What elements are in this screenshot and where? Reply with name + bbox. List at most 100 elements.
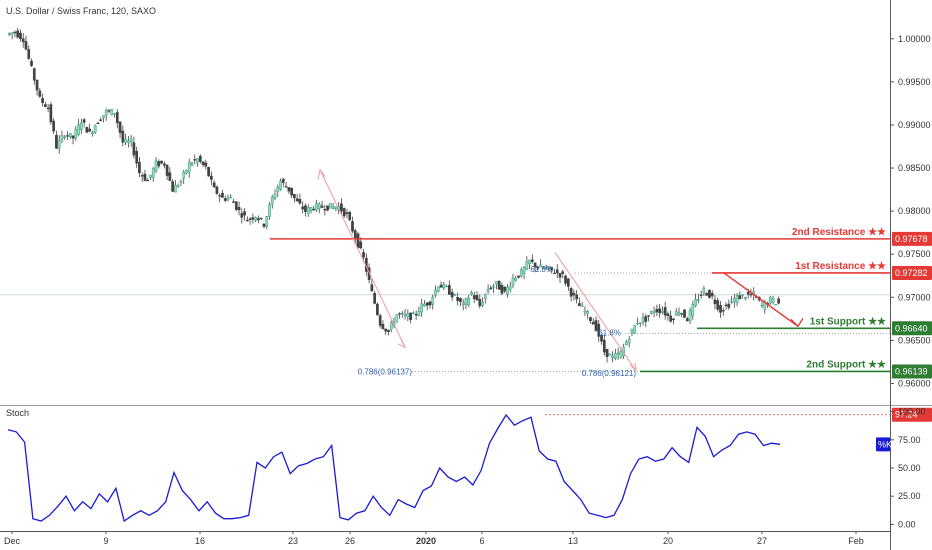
candle-body (716, 300, 720, 310)
candle-body (553, 272, 556, 275)
candle-body (232, 201, 235, 203)
candle-body (8, 32, 11, 35)
candle-body (66, 135, 69, 137)
candle-body (569, 288, 573, 297)
candle-body (566, 278, 570, 287)
candle-body (400, 312, 404, 315)
candle-body (265, 216, 269, 227)
levels-layer: 2nd Resistance ★★ 0.97678 1st Resistance ★… (270, 227, 932, 379)
candle-body (281, 178, 285, 183)
candle-body (182, 171, 186, 179)
candle-body (157, 161, 161, 167)
candle-body (431, 296, 435, 305)
candle-body (323, 209, 327, 211)
candle-body (674, 311, 678, 316)
time-tick-label: 9 (103, 536, 108, 546)
candle-body (185, 169, 188, 174)
candle-body (578, 303, 581, 307)
fib-level-label: 0.786(0.96121) (582, 369, 637, 378)
candle-body (60, 135, 64, 140)
candle-body (555, 269, 559, 274)
candle-body (32, 68, 36, 81)
candle-body (663, 307, 667, 316)
fib-trend-line-2 (554, 252, 637, 371)
price-tick-label: 0.96500 (898, 335, 931, 345)
candle-body (340, 203, 343, 212)
candle-body (727, 303, 731, 308)
candle-body (88, 128, 91, 132)
candle-body (38, 90, 42, 97)
candle-body (395, 314, 399, 323)
candle-body (52, 120, 56, 132)
candle-body (262, 223, 266, 227)
candle-body (461, 302, 465, 305)
level-price-label: 0.97678 (895, 234, 928, 244)
level-price-badge (892, 364, 932, 379)
candle-body (290, 187, 293, 196)
candle-body (49, 104, 53, 123)
candle-body (160, 160, 163, 164)
stoch-k-label: %K (878, 439, 892, 449)
candle-body (99, 119, 103, 121)
time-tick-label: 2020 (416, 536, 436, 546)
candle-body (79, 122, 83, 130)
candle-body (699, 294, 703, 296)
candle-body (672, 318, 675, 321)
time-tick-label: Feb (848, 536, 864, 546)
candle-body (697, 299, 700, 301)
time-tick-label: 13 (568, 536, 578, 546)
candle-body (223, 198, 227, 201)
level-name: 1st Support ★★ (810, 316, 886, 327)
candle-body (685, 318, 689, 322)
price-tick-label: 1.00500 (898, 0, 931, 1)
candle-body (124, 138, 127, 143)
candle-body (495, 281, 498, 285)
projection-arrow (723, 272, 799, 327)
candle-body (218, 195, 222, 197)
candle-body (196, 158, 199, 163)
candle-body (306, 207, 310, 214)
candle-body (503, 286, 507, 292)
candle-body (777, 298, 780, 304)
axis-layer: 1.00500 1.00000 0.99500 0.99000 0.98500 0.980… (4, 0, 931, 546)
candle-body (735, 294, 739, 303)
candle-body (497, 280, 501, 290)
candle-body (138, 162, 141, 173)
candle-body (594, 320, 598, 331)
candle-body (16, 30, 20, 38)
candle-body (611, 355, 614, 359)
candle-body (179, 180, 183, 183)
stoch-tick-label: 25.00 (898, 491, 921, 501)
candle-body (508, 286, 512, 290)
fib-arrowhead-2 (397, 340, 407, 349)
candle-body (240, 213, 244, 218)
candle-body (658, 308, 661, 314)
fib-layer: 61.8% 0.786(0.96137) 0.786(0.96121) 61.8% (317, 168, 890, 378)
candle-body (591, 321, 595, 325)
level-price-label: 0.96139 (895, 366, 928, 376)
candle-body (24, 41, 28, 50)
stoch-max-label: 97.24 (895, 410, 918, 420)
candle-body (768, 296, 772, 304)
candle-body (771, 298, 775, 303)
candle-body (121, 130, 125, 143)
level-name: 2nd Resistance ★★ (792, 227, 886, 238)
candle-body (19, 32, 22, 40)
level-name: 2nd Support ★★ (806, 359, 886, 370)
time-tick-label: 20 (663, 536, 673, 546)
candle-body (456, 296, 459, 302)
stoch-title: Stoch (6, 408, 29, 418)
candle-body (760, 304, 764, 307)
candle-body (694, 299, 697, 307)
candle-body (710, 292, 714, 297)
candle-body (428, 301, 432, 306)
candle-body (561, 271, 565, 274)
candle-body (586, 311, 590, 315)
candle-body (589, 317, 592, 321)
candle-body (110, 109, 114, 116)
candle-body (398, 313, 401, 315)
price-tick-label: 0.98500 (898, 163, 931, 173)
candle-body (531, 259, 534, 262)
candle-body (575, 294, 578, 300)
candle-body (356, 233, 360, 248)
